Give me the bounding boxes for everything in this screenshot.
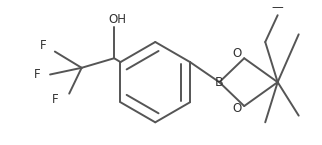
Text: F: F xyxy=(40,39,47,52)
Text: OH: OH xyxy=(108,12,126,26)
Text: F: F xyxy=(34,68,41,81)
Text: F: F xyxy=(52,93,58,106)
Text: B: B xyxy=(215,76,224,89)
Text: O: O xyxy=(232,102,241,115)
Text: O: O xyxy=(232,47,241,60)
Text: —: — xyxy=(272,1,284,14)
